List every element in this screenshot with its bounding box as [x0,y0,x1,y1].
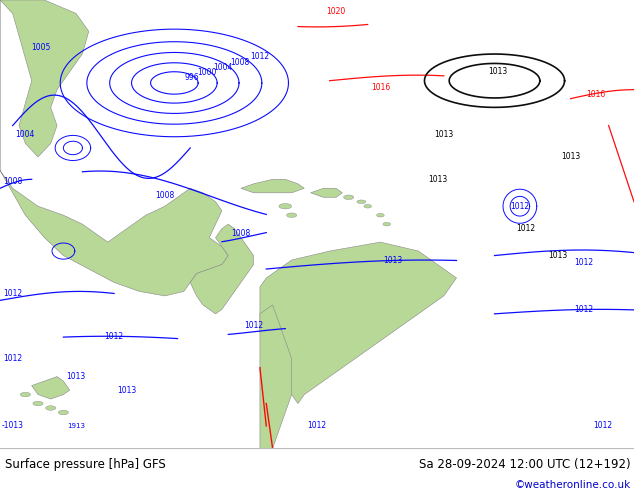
Text: 1016: 1016 [371,83,390,92]
Polygon shape [32,377,70,399]
Polygon shape [260,242,456,404]
Text: 1000: 1000 [197,69,216,77]
Text: 1013: 1013 [384,256,403,265]
Polygon shape [364,204,372,208]
Polygon shape [279,203,292,209]
Text: 1012: 1012 [574,258,593,267]
Text: ©weatheronline.co.uk: ©weatheronline.co.uk [515,480,631,490]
Text: 1013: 1013 [548,251,567,260]
Text: 1008: 1008 [3,177,22,186]
Polygon shape [260,305,292,448]
Text: 1008: 1008 [230,58,250,67]
Polygon shape [311,188,342,197]
Text: Surface pressure [hPa] GFS: Surface pressure [hPa] GFS [5,458,166,471]
Text: 1008: 1008 [231,229,250,238]
Text: 1004: 1004 [213,63,233,72]
Polygon shape [383,222,391,226]
Text: 1005: 1005 [32,43,51,51]
Text: 1008: 1008 [155,191,174,199]
Text: 1012: 1012 [574,305,593,314]
Text: 1004: 1004 [16,130,35,139]
Text: 1012: 1012 [105,332,124,341]
Text: 1012: 1012 [510,202,529,211]
Text: 1013: 1013 [561,152,580,161]
Polygon shape [0,0,228,296]
Polygon shape [241,179,304,193]
Text: 1012: 1012 [593,421,612,430]
Polygon shape [20,392,30,397]
Polygon shape [58,410,68,415]
Polygon shape [0,0,89,157]
Polygon shape [344,195,354,199]
Text: 1013: 1013 [67,372,86,381]
Text: Sa 28-09-2024 12:00 UTC (12+192): Sa 28-09-2024 12:00 UTC (12+192) [419,458,631,471]
Text: 1013: 1013 [434,130,453,139]
Text: 1016: 1016 [586,90,605,98]
Text: 1012: 1012 [307,421,327,430]
Text: 1913: 1913 [67,423,85,429]
Polygon shape [357,200,366,203]
Polygon shape [33,401,43,406]
Text: 1012: 1012 [3,354,22,363]
Text: -1013: -1013 [2,421,23,430]
Polygon shape [190,224,254,314]
Text: 1013: 1013 [428,175,447,184]
Text: 1013: 1013 [117,386,136,394]
Text: 1012: 1012 [244,320,263,330]
Text: 1013: 1013 [488,67,507,76]
Text: 1012: 1012 [250,51,269,61]
Polygon shape [46,406,56,410]
Text: 1012: 1012 [517,224,536,233]
Text: 1012: 1012 [3,289,22,298]
Polygon shape [287,213,297,218]
Text: 996: 996 [185,73,200,82]
Polygon shape [377,214,384,217]
Text: 1020: 1020 [327,7,346,16]
